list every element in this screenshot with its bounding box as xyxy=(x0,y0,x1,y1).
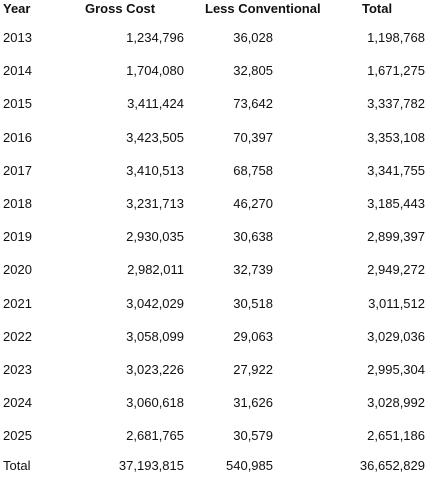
cell-gross-cost: 3,423,505 xyxy=(126,129,184,145)
totals-gross-cost: 37,193,815 xyxy=(118,457,184,473)
cell-less-conventional: 31,626 xyxy=(233,395,273,411)
header-gross-cost: Gross Cost xyxy=(85,1,156,16)
cell-year: 2014 xyxy=(3,63,32,79)
cell-less-conventional: 29,063 xyxy=(233,328,273,344)
cell-year: 2022 xyxy=(3,328,32,344)
cell-less-conventional: 70,397 xyxy=(233,129,273,145)
cell-less-conventional: 32,805 xyxy=(233,63,273,79)
cell-year: 2018 xyxy=(3,196,32,212)
cell-total: 1,198,768 xyxy=(367,30,425,46)
cell-total: 3,028,992 xyxy=(367,395,425,411)
cell-less-conventional: 73,642 xyxy=(233,96,273,112)
cell-year: 2021 xyxy=(3,295,32,311)
cell-gross-cost: 1,704,080 xyxy=(126,63,184,79)
cell-total: 2,949,272 xyxy=(367,262,425,278)
cell-total: 3,341,755 xyxy=(367,162,425,178)
table-row: 2015 3,411,424 73,642 3,337,782 xyxy=(0,87,425,120)
cell-gross-cost: 3,411,424 xyxy=(127,96,184,112)
cell-less-conventional: 30,579 xyxy=(233,428,273,444)
cell-gross-cost: 1,234,796 xyxy=(126,30,184,46)
cell-less-conventional: 30,518 xyxy=(233,295,273,311)
cell-gross-cost: 3,023,226 xyxy=(126,361,184,377)
cell-year: 2025 xyxy=(3,428,32,444)
table-row: 2021 3,042,029 30,518 3,011,512 xyxy=(0,287,425,320)
cell-total: 3,011,512 xyxy=(368,295,425,311)
cell-total: 2,651,186 xyxy=(367,428,425,444)
totals-label: Total xyxy=(3,457,31,473)
table-row: 2024 3,060,618 31,626 3,028,992 xyxy=(0,386,425,419)
header-row: Year Gross Cost Less Conventional Total xyxy=(0,0,425,21)
cell-total: 2,899,397 xyxy=(367,229,425,245)
table-row: 2014 1,704,080 32,805 1,671,275 xyxy=(0,54,425,87)
cell-gross-cost: 3,060,618 xyxy=(126,395,184,411)
header-less-conventional: Less Conventional xyxy=(205,1,321,16)
cell-year: 2024 xyxy=(3,395,32,411)
cell-gross-cost: 3,410,513 xyxy=(126,162,184,178)
table-row: 2022 3,058,099 29,063 3,029,036 xyxy=(0,320,425,353)
table-row: 2019 2,930,035 30,638 2,899,397 xyxy=(0,220,425,253)
totals-less-conventional: 540,985 xyxy=(226,457,273,473)
cell-less-conventional: 68,758 xyxy=(233,162,273,178)
header-total: Total xyxy=(362,1,393,16)
cell-gross-cost: 2,930,035 xyxy=(126,229,184,245)
table-body: 2013 1,234,796 36,028 1,198,768 2014 1,704,08… xyxy=(0,21,425,452)
table-footer: Total 37,193,815 540,985 36,652,829 xyxy=(0,452,425,478)
table-row: 2025 2,681,765 30,579 2,651,186 xyxy=(0,419,425,452)
cell-gross-cost: 3,058,099 xyxy=(126,328,184,344)
cell-total: 2,995,304 xyxy=(367,361,425,377)
cell-total: 1,671,275 xyxy=(367,63,425,79)
cell-less-conventional: 46,270 xyxy=(233,196,273,212)
cell-less-conventional: 27,922 xyxy=(233,361,273,377)
cell-less-conventional: 32,739 xyxy=(233,262,273,278)
cell-total: 3,029,036 xyxy=(367,328,425,344)
table-row: 2020 2,982,011 32,739 2,949,272 xyxy=(0,253,425,286)
table-header: Year Gross Cost Less Conventional Total xyxy=(0,0,425,21)
cell-year: 2023 xyxy=(3,361,32,377)
cell-less-conventional: 30,638 xyxy=(233,229,273,245)
header-year: Year xyxy=(3,1,31,16)
totals-total: 36,652,829 xyxy=(359,457,425,473)
cell-gross-cost: 3,042,029 xyxy=(126,295,184,311)
cell-year: 2016 xyxy=(3,129,32,145)
totals-row: Total 37,193,815 540,985 36,652,829 xyxy=(0,452,425,478)
cell-total: 3,337,782 xyxy=(367,96,425,112)
table-row: 2018 3,231,713 46,270 3,185,443 xyxy=(0,187,425,220)
cell-total: 3,185,443 xyxy=(367,196,425,212)
cell-year: 2015 xyxy=(3,96,32,112)
cell-year: 2019 xyxy=(3,229,32,245)
table-row: 2017 3,410,513 68,758 3,341,755 xyxy=(0,154,425,187)
cell-gross-cost: 2,982,011 xyxy=(127,262,184,278)
table-row: 2023 3,023,226 27,922 2,995,304 xyxy=(0,353,425,386)
cell-year: 2013 xyxy=(3,30,32,46)
cell-year: 2017 xyxy=(3,162,32,178)
cell-year: 2020 xyxy=(3,262,32,278)
table-row: 2013 1,234,796 36,028 1,198,768 xyxy=(0,21,425,54)
cell-gross-cost: 2,681,765 xyxy=(126,428,184,444)
cell-less-conventional: 36,028 xyxy=(233,30,273,46)
cell-gross-cost: 3,231,713 xyxy=(126,196,184,212)
cell-total: 3,353,108 xyxy=(367,129,425,145)
table-row: 2016 3,423,505 70,397 3,353,108 xyxy=(0,121,425,154)
